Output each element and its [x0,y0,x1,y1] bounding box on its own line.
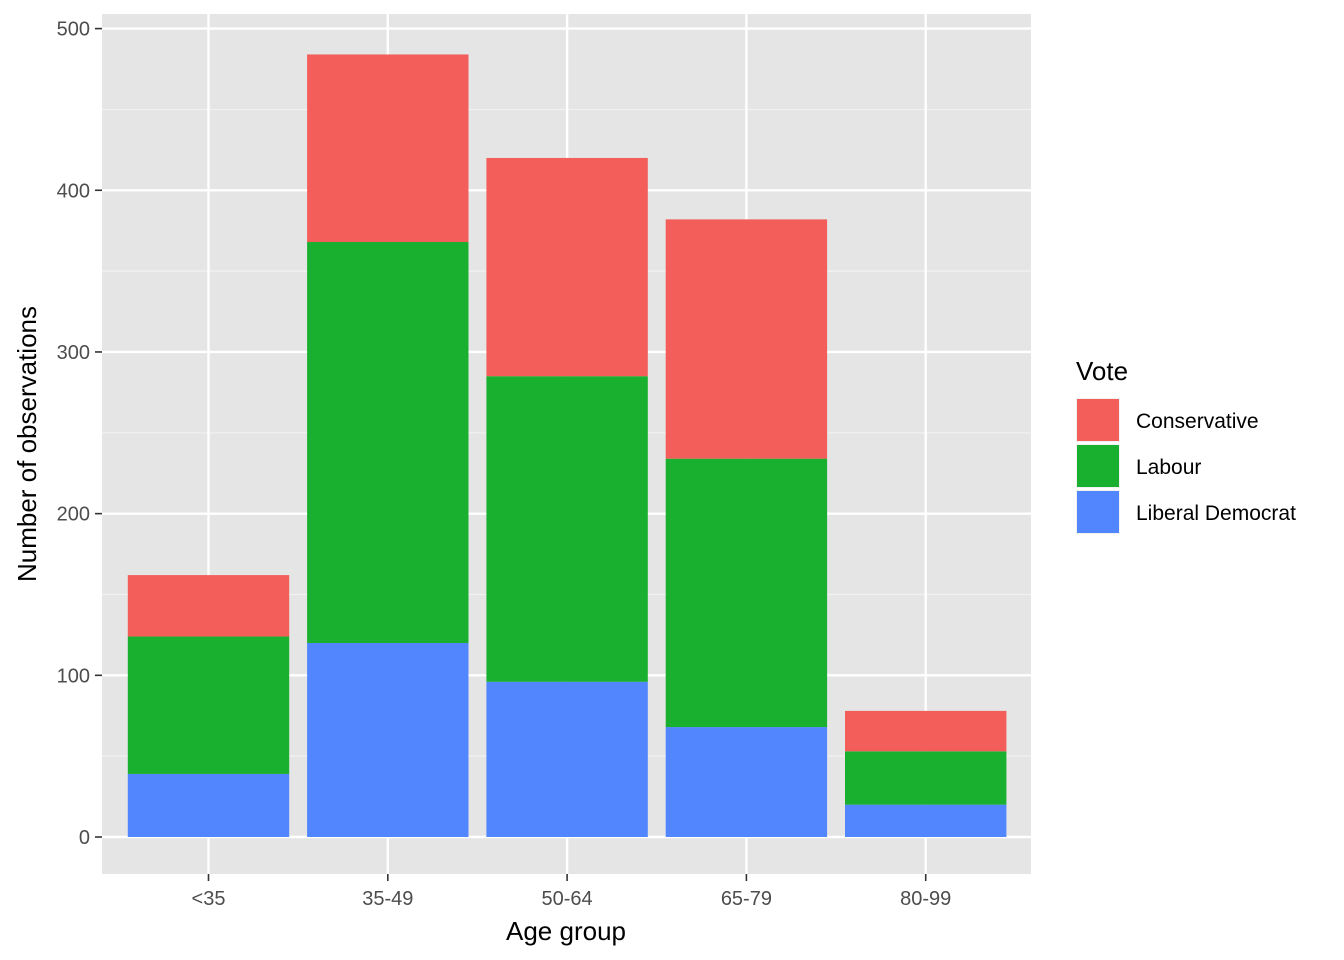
y-tick-label: 0 [79,827,90,849]
bar-labour [845,751,1007,805]
legend-swatch-conservative [1077,399,1119,441]
bars [127,54,1007,837]
x-tick-label: <35 [192,888,226,910]
bar-conservative [307,54,469,243]
legend-swatch-liberal-democrat [1077,491,1119,533]
x-tick-label: 35-49 [362,888,413,910]
bar-conservative [845,710,1007,752]
x-tick-label: 50-64 [542,888,593,910]
x-tick-label: 80-99 [900,888,951,910]
bar-liberal-democrat [665,727,828,837]
x-axis: <35 35-49 50-64 65-79 80-99 [192,874,951,910]
bar-labour [127,636,290,774]
legend-label-labour: Labour [1136,456,1201,479]
bar-liberal-democrat [307,642,469,837]
y-tick-label: 200 [57,504,90,526]
y-tick-label: 400 [57,180,90,202]
bar-conservative [665,219,828,459]
bar-liberal-democrat [486,681,648,837]
y-axis: 0 100 200 300 400 500 [57,19,102,849]
x-axis-title: Age group [506,916,626,946]
bar-labour [665,458,828,728]
y-tick-label: 100 [57,665,90,687]
bar-conservative [486,157,648,377]
y-tick-label: 500 [57,19,90,41]
bar-labour [307,242,469,643]
legend-swatch-labour [1077,445,1119,487]
bar-liberal-democrat [127,773,290,837]
legend-label-liberal-democrat: Liberal Democrat [1136,502,1296,525]
legend-label-conservative: Conservative [1136,410,1259,433]
y-axis-title: Number of observations [12,306,42,582]
legend-title: Vote [1076,356,1128,386]
bar-labour [486,376,648,682]
legend: Vote Conservative Labour Liberal Democrat [1076,356,1296,534]
x-tick-label: 65-79 [721,888,772,910]
bar-conservative [127,575,290,637]
bar-liberal-democrat [845,804,1007,837]
y-tick-label: 300 [57,342,90,364]
